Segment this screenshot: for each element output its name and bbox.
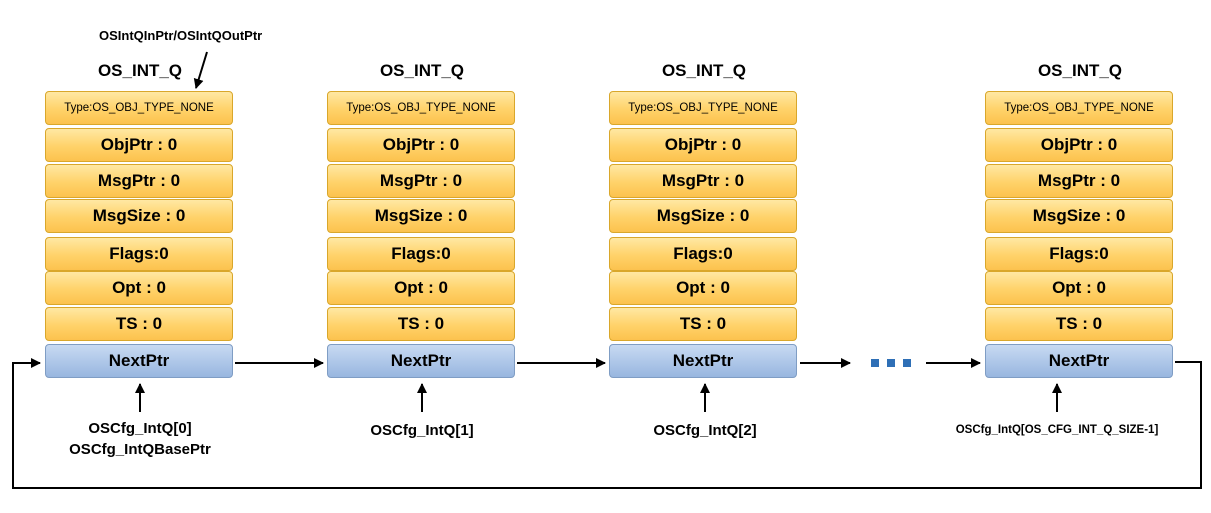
ts-field: TS : 0 — [985, 307, 1173, 341]
nextptr-field: NextPtr — [45, 344, 233, 378]
struct-0-label: OSCfg_IntQ[0] OSCfg_IntQBasePtr — [40, 418, 240, 460]
type-field: Type:OS_OBJ_TYPE_NONE — [609, 91, 797, 125]
msgsize-field: MsgSize : 0 — [609, 199, 797, 233]
loop-back-line — [12, 358, 1202, 489]
nextptr-field: NextPtr — [609, 344, 797, 378]
flags-field: Flags:0 — [985, 237, 1173, 271]
opt-field: Opt : 0 — [609, 271, 797, 305]
ts-field: TS : 0 — [609, 307, 797, 341]
opt-field: Opt : 0 — [45, 271, 233, 305]
struct-title: OS_INT_Q — [97, 61, 183, 80]
ellipsis-dot — [887, 359, 895, 367]
opt-field: Opt : 0 — [985, 271, 1173, 305]
struct-title: OS_INT_Q — [1037, 61, 1123, 80]
ellipsis-dot — [903, 359, 911, 367]
struct-2-label-line-1: OSCfg_IntQ[2] — [653, 422, 757, 439]
msgptr-field: MsgPtr : 0 — [985, 164, 1173, 198]
flags-field: Flags:0 — [609, 237, 797, 271]
msgsize-field: MsgSize : 0 — [327, 199, 515, 233]
ellipsis-dot — [871, 359, 879, 367]
struct-1-label: OSCfg_IntQ[1] — [322, 420, 522, 441]
msgsize-field: MsgSize : 0 — [45, 199, 233, 233]
ts-field: TS : 0 — [45, 307, 233, 341]
msgptr-field: MsgPtr : 0 — [45, 164, 233, 198]
struct-0-label-line-1: OSCfg_IntQ[0] — [88, 420, 192, 437]
objptr-field: ObjPtr : 0 — [327, 128, 515, 162]
msgptr-field: MsgPtr : 0 — [609, 164, 797, 198]
type-field: Type:OS_OBJ_TYPE_NONE — [45, 91, 233, 125]
msgptr-field: MsgPtr : 0 — [327, 164, 515, 198]
struct-1-label-line-1: OSCfg_IntQ[1] — [370, 422, 474, 439]
ts-field: TS : 0 — [327, 307, 515, 341]
flags-field: Flags:0 — [45, 237, 233, 271]
top-pointer-arrow — [193, 51, 208, 89]
struct-last-label-line-1: OSCfg_IntQ[OS_CFG_INT_Q_SIZE-1] — [955, 424, 1159, 436]
objptr-field: ObjPtr : 0 — [609, 128, 797, 162]
nextptr-field: NextPtr — [985, 344, 1173, 378]
struct-last-label: OSCfg_IntQ[OS_CFG_INT_Q_SIZE-1] — [932, 420, 1182, 441]
struct-title: OS_INT_Q — [379, 61, 465, 80]
struct-title: OS_INT_Q — [661, 61, 747, 80]
type-field: Type:OS_OBJ_TYPE_NONE — [327, 91, 515, 125]
msgsize-field: MsgSize : 0 — [985, 199, 1173, 233]
type-field: Type:OS_OBJ_TYPE_NONE — [985, 91, 1173, 125]
objptr-field: ObjPtr : 0 — [985, 128, 1173, 162]
flags-field: Flags:0 — [327, 237, 515, 271]
nextptr-field: NextPtr — [327, 344, 515, 378]
opt-field: Opt : 0 — [327, 271, 515, 305]
objptr-field: ObjPtr : 0 — [45, 128, 233, 162]
struct-0-label-line-2: OSCfg_IntQBasePtr — [69, 441, 211, 458]
in-out-pointer-label: OSIntQInPtr/OSIntQOutPtr — [99, 28, 263, 43]
struct-2-label: OSCfg_IntQ[2] — [605, 420, 805, 441]
